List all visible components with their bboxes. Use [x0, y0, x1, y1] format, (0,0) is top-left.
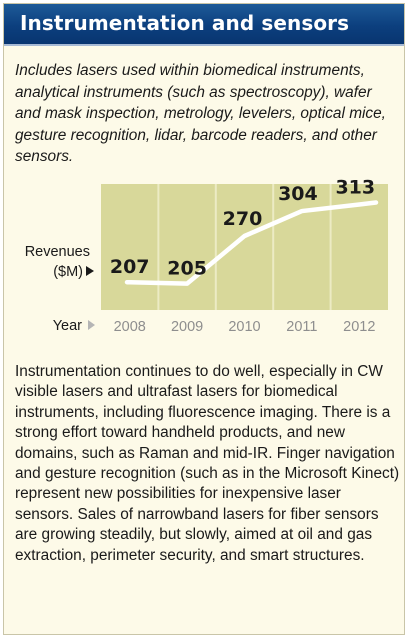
revenue-chart: 207 205 270 304 313 Revenues ($M) Year 2008 2009 2… [25, 176, 388, 335]
intro-text: Includes lasers used within biomedical i… [15, 62, 386, 165]
x-tick-label: 2010 [228, 319, 260, 335]
x-tick-label: 2012 [343, 319, 375, 335]
data-label: 304 [278, 183, 318, 205]
instrumentation-card: Instrumentation and sensors Includes las… [3, 3, 405, 635]
y-axis-label-line1: Revenues [25, 244, 90, 260]
data-label: 205 [167, 258, 207, 280]
data-label: 207 [110, 256, 150, 278]
y-axis-arrow-icon [86, 266, 94, 276]
header-bar: Instrumentation and sensors [4, 4, 404, 46]
plot-area [101, 184, 388, 310]
header-title: Instrumentation and sensors [20, 11, 350, 35]
data-label: 313 [335, 176, 375, 198]
data-label: 270 [223, 208, 263, 230]
x-tick-label: 2008 [114, 319, 146, 335]
y-axis-label-line2: ($M) [53, 264, 83, 280]
x-tick-label: 2011 [286, 319, 317, 335]
series-line [124, 200, 379, 286]
x-tick-label: 2009 [171, 319, 203, 335]
body-text: Instrumentation continues to do well, es… [15, 363, 400, 564]
x-axis-arrow-icon [88, 320, 95, 330]
x-axis-label: Year [53, 318, 82, 334]
